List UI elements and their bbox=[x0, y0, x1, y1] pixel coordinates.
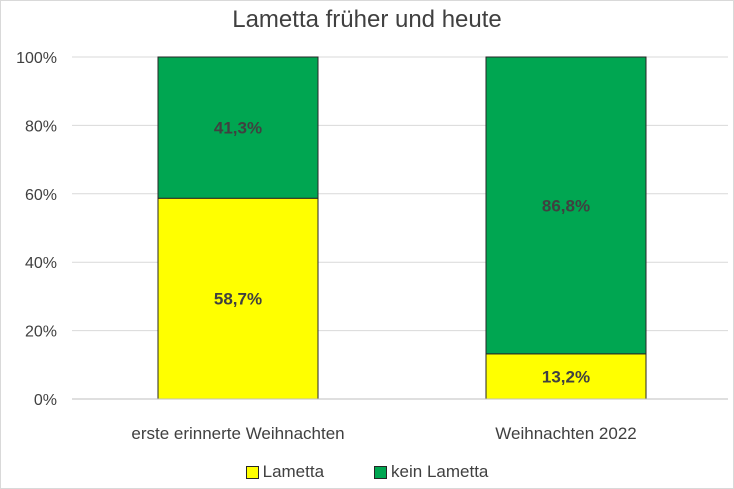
legend: Lametta kein Lametta bbox=[0, 462, 734, 482]
data-label: 86,8% bbox=[542, 196, 590, 215]
data-label: 13,2% bbox=[542, 367, 590, 386]
x-category-label: Weihnachten 2022 bbox=[495, 424, 636, 443]
legend-item-lametta: Lametta bbox=[245, 462, 325, 482]
legend-label-lametta: Lametta bbox=[262, 462, 325, 481]
legend-label-kein-lametta: kein Lametta bbox=[391, 462, 489, 481]
legend-swatch-kein-lametta bbox=[374, 465, 388, 479]
data-label: 41,3% bbox=[214, 119, 262, 138]
legend-swatch-lametta bbox=[245, 465, 259, 479]
bar-segment bbox=[157, 197, 319, 400]
x-category-label: erste erinnerte Weihnachten bbox=[131, 424, 344, 443]
y-tick-label: 0% bbox=[34, 392, 57, 409]
y-tick-label: 100% bbox=[16, 50, 57, 67]
y-tick-label: 60% bbox=[25, 187, 57, 204]
bar-segment bbox=[157, 56, 319, 199]
y-tick-label: 80% bbox=[25, 118, 57, 135]
bar-segment bbox=[485, 56, 647, 355]
y-tick-label: 40% bbox=[25, 255, 57, 272]
data-label: 58,7% bbox=[214, 290, 262, 309]
legend-item-kein-lametta: kein Lametta bbox=[374, 462, 488, 482]
chart-title: Lametta früher und heute bbox=[232, 6, 502, 33]
y-tick-label: 20% bbox=[25, 324, 57, 341]
